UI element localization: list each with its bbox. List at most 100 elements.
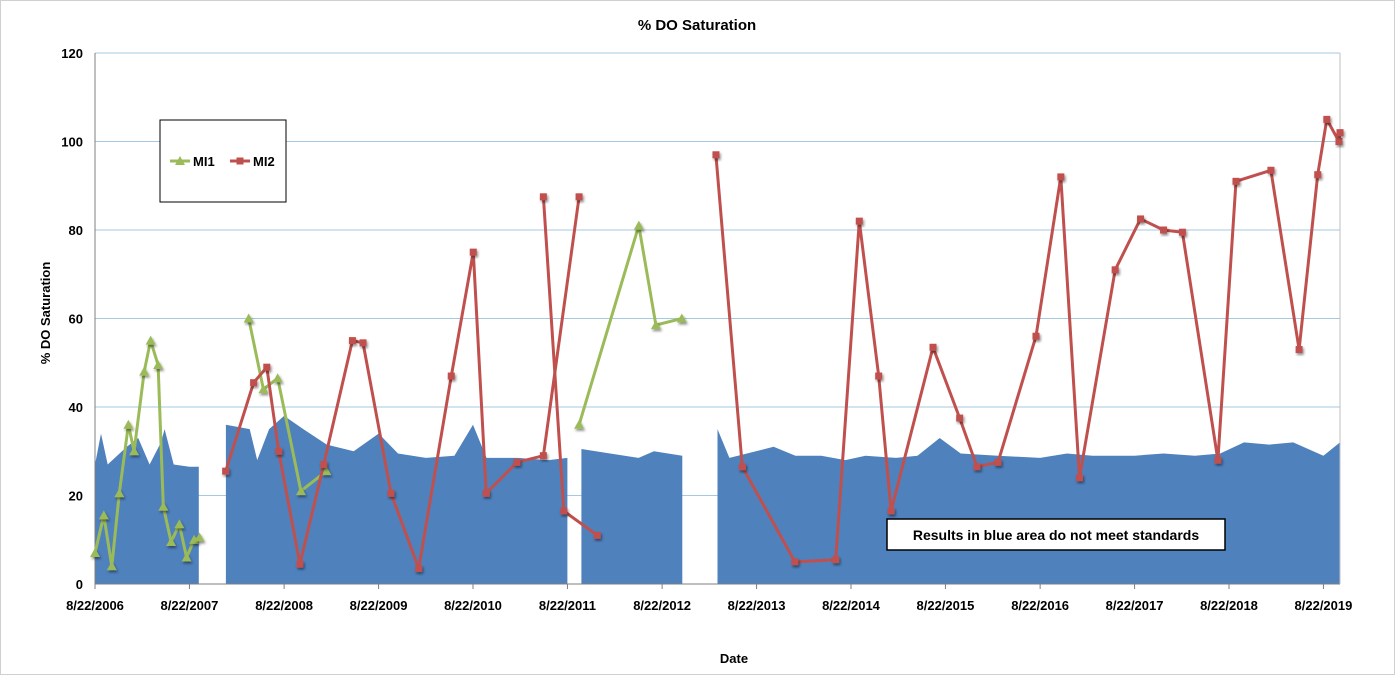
data-point (320, 461, 328, 469)
data-point (106, 561, 117, 571)
data-point (1323, 115, 1331, 123)
data-point (359, 339, 367, 347)
x-tick-label: 8/22/2010 (444, 598, 502, 613)
data-point (574, 419, 585, 429)
data-point (1032, 332, 1040, 340)
data-point (250, 379, 258, 387)
data-point (447, 372, 455, 380)
data-point (181, 552, 192, 562)
data-point (1178, 228, 1186, 236)
data-point (973, 463, 981, 471)
data-point (263, 363, 271, 371)
x-tick-label: 8/22/2015 (917, 598, 975, 613)
data-point (90, 548, 100, 558)
data-point (1232, 177, 1240, 185)
legend-mi1-marker (175, 156, 185, 165)
x-tick-label: 8/22/2016 (1011, 598, 1069, 613)
data-point (158, 501, 169, 511)
data-point (296, 560, 304, 568)
data-point (956, 414, 964, 422)
x-axis-label: Date (720, 651, 748, 666)
data-point (415, 565, 423, 573)
x-tick-label: 8/22/2007 (161, 598, 219, 613)
data-point (1214, 456, 1222, 464)
data-point (1267, 166, 1275, 174)
data-point (98, 510, 109, 520)
data-point (1137, 215, 1145, 223)
y-tick-label: 120 (61, 46, 83, 61)
y-tick-label: 80 (69, 223, 83, 238)
data-point (275, 447, 283, 455)
data-point (832, 556, 840, 564)
data-point (1314, 171, 1322, 179)
series-line-mi1 (577, 224, 683, 426)
data-point (272, 373, 283, 383)
data-point (129, 446, 140, 456)
y-tick-label: 60 (69, 312, 83, 327)
series-line-mi2 (224, 196, 581, 570)
data-point (1335, 138, 1343, 145)
data-point (114, 488, 125, 498)
legend-mi2-label: MI2 (253, 154, 275, 169)
data-point (145, 335, 156, 345)
data-point (194, 532, 205, 542)
data-point (633, 220, 644, 230)
x-tick-label: 8/22/2011 (539, 598, 596, 613)
series-mi2 (222, 115, 1344, 573)
data-point (174, 519, 185, 529)
data-point (469, 248, 477, 256)
legend-mi1-label: MI1 (193, 154, 215, 169)
data-point (650, 320, 661, 330)
data-point (258, 384, 269, 394)
x-tick-label: 8/22/2014 (822, 598, 881, 613)
legend: MI1 MI2 (159, 119, 287, 203)
data-point (1111, 266, 1119, 274)
data-point (676, 313, 687, 323)
data-point (1295, 345, 1303, 353)
data-point (791, 558, 799, 566)
x-tick-label: 8/22/2009 (350, 598, 408, 613)
data-point (929, 343, 937, 351)
x-tick-label: 8/22/2019 (1295, 598, 1353, 613)
data-point (855, 217, 863, 225)
data-point (295, 486, 306, 496)
data-point (387, 489, 395, 497)
data-point (139, 366, 150, 376)
data-point (1057, 173, 1065, 181)
standard-area (95, 415, 1340, 584)
data-point (1160, 226, 1168, 234)
data-point (243, 313, 254, 323)
data-point (222, 467, 230, 475)
data-point (593, 531, 601, 539)
data-point (513, 458, 521, 466)
chart-title: % DO Saturation (638, 17, 756, 34)
data-point (153, 359, 164, 369)
standard-area-segment (225, 415, 568, 584)
x-tick-label: 8/22/2017 (1106, 598, 1164, 613)
data-point (712, 151, 720, 159)
y-axis-label: % DO Saturation (38, 262, 53, 365)
data-point (539, 452, 547, 460)
x-tick-label: 8/22/2008 (255, 598, 313, 613)
y-tick-label: 0 (76, 577, 83, 592)
data-point (560, 507, 568, 515)
data-point (166, 536, 177, 546)
y-tick-label: 40 (69, 400, 83, 415)
x-tick-label: 8/22/2012 (633, 598, 691, 613)
legend-mi2-marker (236, 157, 244, 165)
data-point (887, 507, 895, 515)
data-point (738, 463, 746, 471)
series-line-mi2 (714, 117, 1342, 564)
data-point (1075, 474, 1083, 482)
x-tick-label: 8/22/2018 (1200, 598, 1258, 613)
standard-area-segment (581, 449, 683, 584)
annotation-text: Results in blue area do not meet standar… (913, 527, 1200, 543)
x-tick-label: 8/22/2006 (66, 598, 124, 613)
data-point (575, 193, 583, 201)
data-point (482, 489, 490, 497)
annotation-box (886, 518, 1226, 551)
data-series (90, 115, 1344, 573)
y-tick-label: 100 (61, 135, 83, 150)
x-tick-label: 8/22/2013 (728, 598, 786, 613)
